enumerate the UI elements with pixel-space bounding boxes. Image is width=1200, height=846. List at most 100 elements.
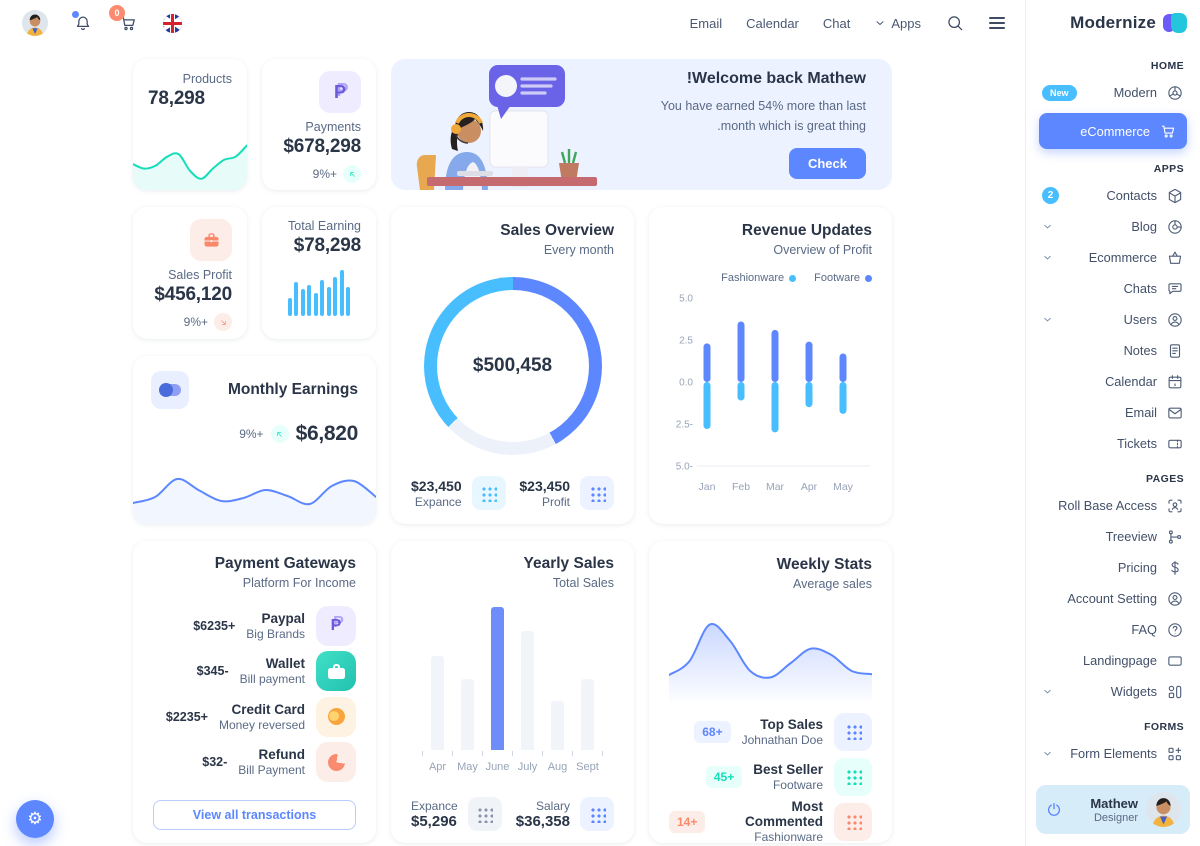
weekly-stat-badge: 68+ <box>694 720 731 743</box>
sidebar-item-calendar[interactable]: Calendar <box>1039 366 1187 397</box>
sidebar-item-modern[interactable]: Modern New <box>1039 77 1187 108</box>
calendar-icon <box>1166 373 1184 391</box>
sidebar-item-label: Account Setting <box>1067 591 1157 606</box>
profile-text: Mathew Designer <box>1090 796 1138 824</box>
products-label: Products <box>182 72 232 86</box>
sidebar-item-faq[interactable]: FAQ <box>1039 614 1187 645</box>
check-button[interactable]: Check <box>788 147 866 179</box>
search-icon[interactable] <box>945 13 965 33</box>
sales-overview-title: Sales Overview <box>500 222 614 239</box>
gateway-list: P P Paypal Big Brands $6235+ Wallet Bill payme… <box>153 603 356 785</box>
blog-icon <box>1166 218 1184 236</box>
total-earning-card[interactable]: Total Earning $78,298 <box>262 207 376 339</box>
uk-flag-icon[interactable] <box>163 13 182 33</box>
profit-stat: $23,450 Profit <box>519 476 614 510</box>
revenue-updates-card[interactable]: Revenue Updates Overview of Profit Fashi… <box>649 207 892 524</box>
chart-legend: Fashionware Footware <box>669 272 872 284</box>
section-label: HOME <box>1150 60 1184 72</box>
settings-fab[interactable]: ⚙ <box>16 800 54 838</box>
gateway-row[interactable]: Wallet Bill payment $345- <box>153 649 356 695</box>
legend-dot <box>865 274 872 282</box>
form-icon <box>1166 745 1184 763</box>
weekly-stat-row[interactable]: Best Seller Footware 45+ <box>669 754 872 799</box>
grid-dots-icon <box>467 797 502 831</box>
gear-icon: ⚙ <box>27 809 43 828</box>
trend-down-icon <box>214 313 232 331</box>
sidebar-badge: New <box>1042 84 1077 101</box>
weekly-stat-row[interactable]: Most Commented Fashionware 14+ <box>669 799 872 843</box>
bell-icon[interactable] <box>72 11 93 33</box>
main-area: 0 Email Calendar Chat Apps <box>0 0 1025 843</box>
sidebar-item-ecommerce[interactable]: Ecommerce <box>1039 242 1187 273</box>
revenue-updates-subtitle: Overview of Profit <box>773 243 872 257</box>
view-all-transactions-button[interactable]: View all transactions <box>153 800 356 830</box>
bar-aug <box>551 701 564 750</box>
weekly-stat-desc: Fashionware <box>754 830 823 843</box>
gateway-row[interactable]: Credit Card Money reversed $2235+ <box>153 694 356 740</box>
profile-card[interactable]: Mathew Designer <box>1036 785 1190 834</box>
widgets-icon <box>1166 683 1184 701</box>
yearly-sales-card[interactable]: Yearly Sales Total Sales Apr May June July A… <box>391 541 634 843</box>
layout-icon <box>1166 652 1184 670</box>
sidebar-item-label: Tickets <box>1116 436 1157 451</box>
weekly-stat-row[interactable]: Top Sales Johnathan Doe 68+ <box>669 709 872 754</box>
sidebar-item-landingpage[interactable]: Landingpage <box>1039 645 1187 676</box>
sidebar-item-blog[interactable]: Blog <box>1039 211 1187 242</box>
sidebar-item-contacts[interactable]: Contacts 2 <box>1039 180 1187 211</box>
sidebar-item-account-setting[interactable]: Account Setting <box>1039 583 1187 614</box>
gateway-desc: Money reversed <box>218 717 305 732</box>
sidebar-item-label: FAQ <box>1131 622 1157 637</box>
sales-overview-card[interactable]: Sales Overview Every month $500,458 $23,… <box>391 207 634 524</box>
nav-apps[interactable]: Apps <box>874 16 921 31</box>
avatar[interactable] <box>22 10 48 36</box>
cart-icon <box>1159 122 1177 140</box>
weekly-stat-desc: Johnathan Doe <box>741 732 823 747</box>
sidebar-item-form-elements[interactable]: Form Elements <box>1039 738 1187 769</box>
logo[interactable]: Modernize <box>1026 0 1200 46</box>
profile-name: Mathew <box>1090 795 1138 811</box>
header-nav: Email Calendar Chat Apps <box>690 13 1005 33</box>
grid-dots-icon <box>834 757 872 796</box>
nav-email[interactable]: Email <box>689 15 723 31</box>
sidebar-item-chats[interactable]: Chats <box>1039 273 1187 304</box>
sidebar-item-email[interactable]: Email <box>1039 397 1187 428</box>
power-icon[interactable] <box>1045 801 1063 819</box>
top-header: 0 Email Calendar Chat Apps <box>0 0 1025 46</box>
axis-ticks <box>422 751 603 756</box>
sidebar-item-users[interactable]: Users <box>1039 304 1187 335</box>
donut-center-value: $500,458 <box>472 355 553 376</box>
sales-overview-donut-chart: $500,458 <box>423 277 602 455</box>
menu-icon[interactable] <box>989 16 1005 30</box>
gateway-amount: $6235+ <box>193 618 236 633</box>
salary-stat: Salary $36,358 <box>516 797 614 831</box>
monthly-earnings-card[interactable]: Monthly Earnings $6,820 9%+ <box>133 356 376 524</box>
chevron-down-icon <box>1042 221 1053 232</box>
user-circle-icon <box>1166 590 1184 608</box>
products-card[interactable]: Products 78,298 <box>133 59 247 190</box>
toggle-icon <box>151 371 189 409</box>
sales-overview-subtitle: Every month <box>543 243 614 257</box>
gateway-row[interactable]: P P Paypal Big Brands $6235+ <box>153 603 356 649</box>
sidebar-item-tickets[interactable]: Tickets <box>1039 428 1187 459</box>
nav-calendar[interactable]: Calendar <box>746 15 799 31</box>
nav-chat[interactable]: Chat <box>822 15 851 31</box>
expance-stat: $23,450 Expance <box>411 476 506 510</box>
package-icon <box>1166 187 1184 205</box>
sidebar-item-label: Treeview <box>1105 529 1157 544</box>
sidebar-item-treeview[interactable]: Treeview <box>1039 521 1187 552</box>
section-label: APPS <box>1153 163 1184 175</box>
sidebar-item-ecommerce[interactable]: eCommerce <box>1039 113 1187 149</box>
gateway-row[interactable]: Refund Bill Payment $32- <box>153 740 356 786</box>
sidebar-item-widgets[interactable]: Widgets <box>1039 676 1187 707</box>
svg-text:2.5-: 2.5- <box>676 420 693 431</box>
notification-dot <box>72 11 79 18</box>
weekly-stats-card[interactable]: Weekly Stats Average sales Top Sales John… <box>649 541 892 843</box>
cart-icon[interactable]: 0 <box>109 5 138 33</box>
sales-profit-card[interactable]: Sales Profit $456,120 9%+ <box>133 207 247 339</box>
sidebar-item-roll-base-access[interactable]: Roll Base Access <box>1039 490 1187 521</box>
sidebar-item-pricing[interactable]: Pricing <box>1039 552 1187 583</box>
gateway-amount: $2235+ <box>165 709 208 724</box>
sidebar-item-notes[interactable]: Notes <box>1039 335 1187 366</box>
